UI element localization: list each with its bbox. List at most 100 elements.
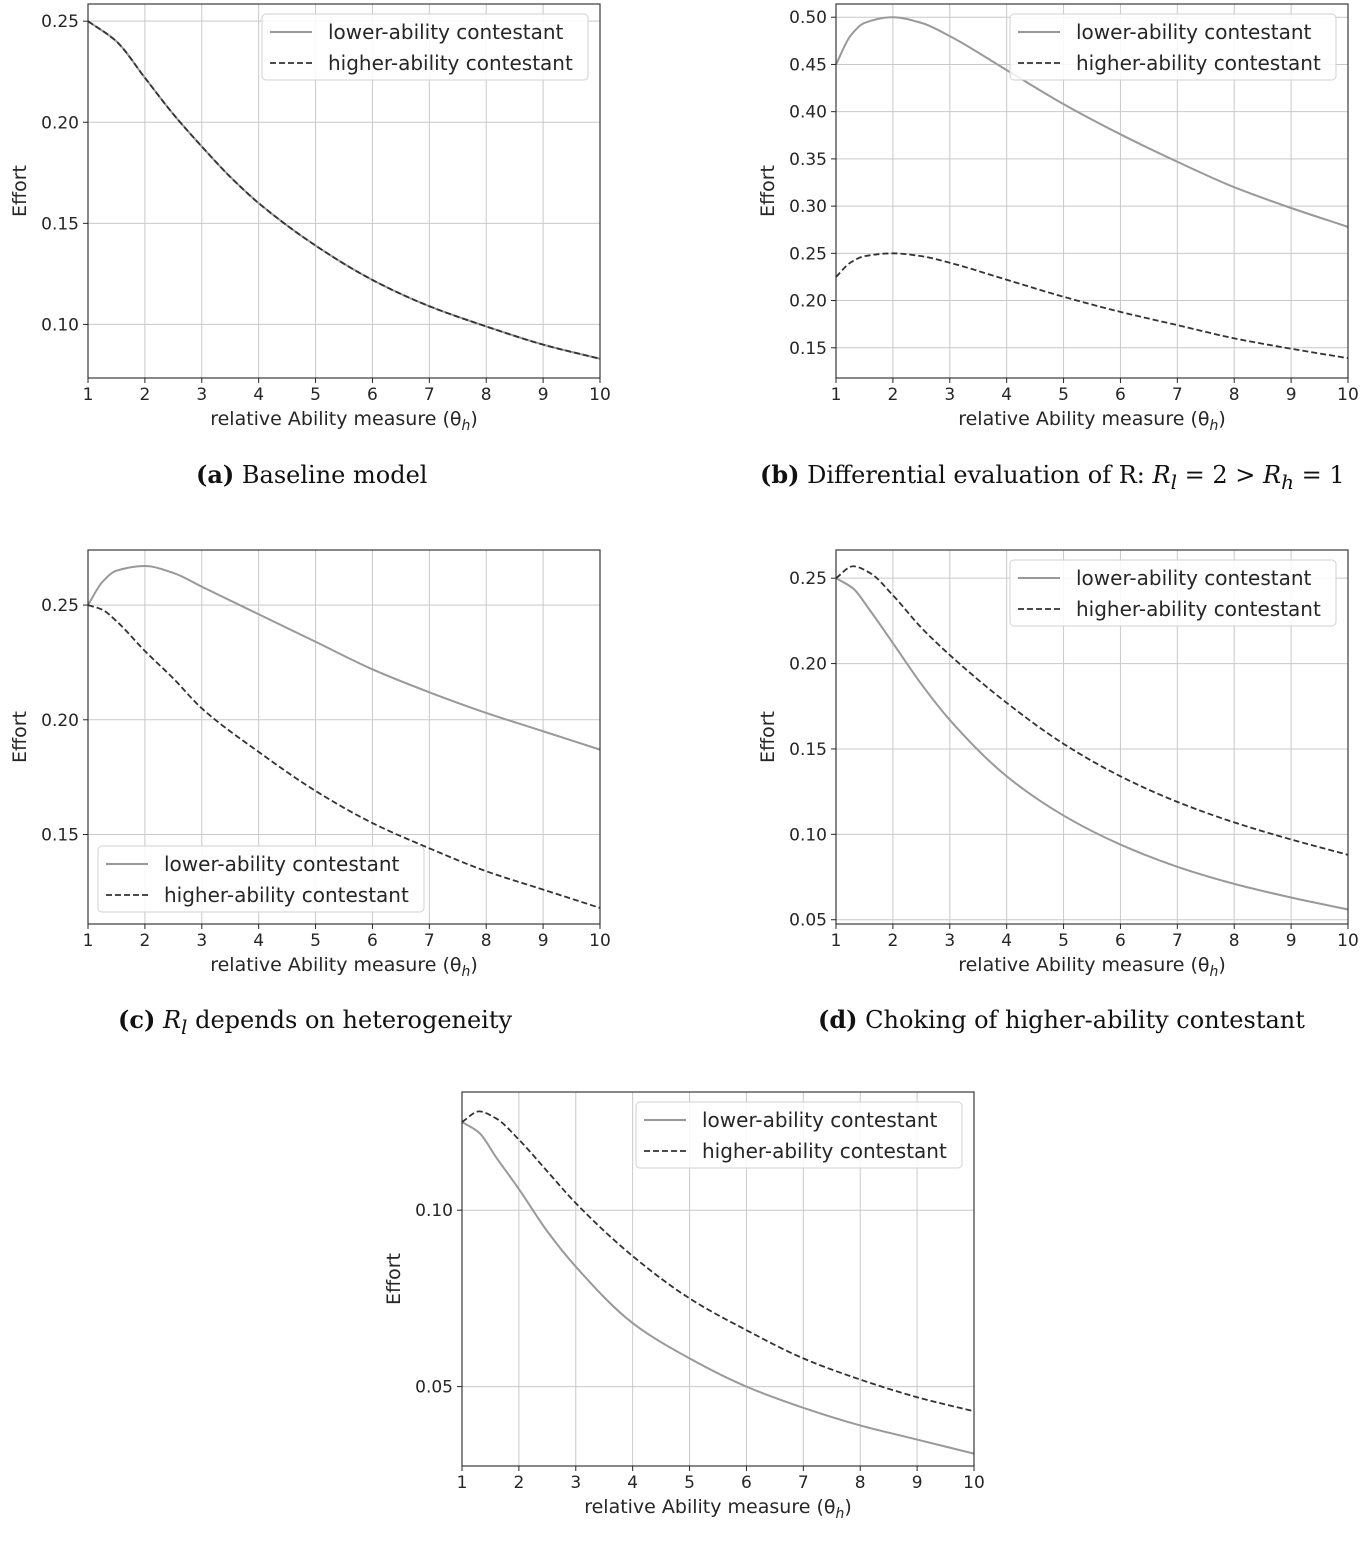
legend-label: higher-ability contestant [328,51,573,75]
caption-text: Differential evaluation of R: [807,461,1153,489]
series-line-lower [461,1121,975,1455]
y-tick-label: 0.10 [415,1201,453,1221]
chart-e: 1 2 3 4 5 6 7 8 9 10 0.05 0.10 relative Ability meas… [383,1091,985,1522]
x-tick-label: 1 [83,931,94,951]
x-tick-label: 4 [627,1473,638,1493]
series-line-higher [87,20,601,360]
x-tick-label: 8 [1229,931,1240,951]
legend-label: higher-ability contestant [1076,51,1321,75]
caption-c: (c) Rl depends on heterogeneity [118,1005,512,1039]
legend-box [261,13,589,81]
y-axis-label: Effort [757,165,779,217]
y-tick-label: 0.15 [41,826,79,846]
x-tick-label: 3 [944,931,955,951]
y-axis-label: Effort [383,1253,405,1305]
math-var: R [162,1006,182,1034]
plot-frame [835,549,1349,925]
x-axis-label: relative Ability measure (θh) [958,408,1226,434]
y-tick-label: 0.15 [41,214,79,234]
legend: lower-ability contestant higher-ability c… [1009,13,1337,81]
y-tick-label: 0.25 [789,569,827,589]
y-tick-label: 0.25 [41,12,79,32]
y-tick-label: 0.50 [789,8,827,28]
x-tick-label: 4 [1001,385,1012,405]
x-tick-label: 3 [570,1473,581,1493]
x-tick-label: 3 [944,385,955,405]
caption-tag: (d) [818,1005,858,1034]
x-tick-label: 5 [310,931,321,951]
x-tick-label: 6 [1115,385,1126,405]
x-tick-label: 9 [912,1473,923,1493]
x-tick-label: 7 [798,1473,809,1493]
x-axis-label: relative Ability measure (θh) [958,954,1226,980]
y-tick-label: 0.35 [789,150,827,170]
series-line-higher [835,252,1349,360]
x-tick-label: 3 [196,931,207,951]
series-line-higher [87,604,601,909]
series-line-lower [835,16,1349,228]
y-tick-label: 0.20 [789,655,827,675]
x-tick-label: 10 [1337,931,1359,951]
x-tick-label: 1 [83,385,94,405]
legend: lower-ability contestant higher-ability c… [97,845,425,913]
legend-label: lower-ability contestant [1076,566,1312,590]
y-axis-label: Effort [9,711,31,763]
x-tick-label: 10 [963,1473,985,1493]
x-tick-label: 6 [367,931,378,951]
x-axis-label: relative Ability measure (θh) [584,1496,852,1522]
y-axis-label: Effort [9,165,31,217]
legend-label: lower-ability contestant [702,1108,938,1132]
caption-b: (b) Differential evaluation of R: Rl = 2… [760,460,1345,494]
legend: lower-ability contestant higher-ability c… [1009,559,1337,627]
caption-d: (d) Choking of higher-ability contestant [818,1005,1305,1034]
caption-text: Baseline model [241,461,428,489]
x-tick-label: 10 [1337,385,1359,405]
legend-label: lower-ability contestant [1076,20,1312,44]
plot-frame [461,1091,975,1467]
y-tick-label: 0.10 [789,825,827,845]
x-tick-label: 6 [367,385,378,405]
plot-frame [87,549,601,925]
x-tick-label: 5 [1058,385,1069,405]
x-tick-label: 4 [1001,931,1012,951]
y-tick-label: 0.05 [789,911,827,931]
caption-a: (a) Baseline model [196,460,427,489]
math-sub: l [1170,469,1177,494]
x-tick-label: 4 [253,931,264,951]
x-tick-label: 9 [538,385,549,405]
y-tick-label: 0.25 [41,596,79,616]
x-tick-label: 1 [831,385,842,405]
chart-b: 1 2 3 4 5 6 7 8 9 10 0.15 0.20 0.25 0.30 0.35 0.40 0.45 0… [757,3,1359,434]
x-axis-label: relative Ability measure (θh) [210,954,478,980]
y-tick-label: 0.10 [41,315,79,335]
caption-tag: (c) [118,1005,156,1034]
legend-label: higher-ability contestant [1076,597,1321,621]
chart-c: 1 2 3 4 5 6 7 8 9 10 0.15 0.20 0.25 relative Ability … [9,549,611,980]
x-tick-label: 1 [457,1473,468,1493]
x-tick-label: 6 [1115,931,1126,951]
caption-tag: (b) [760,460,800,489]
legend-label: lower-ability contestant [328,20,564,44]
math-sub: h [1281,469,1294,494]
plot-frame [87,3,601,379]
x-axis-label: relative Ability measure (θh) [210,408,478,434]
plot-frame [835,3,1349,379]
legend-box [635,1101,963,1169]
math-var: R [1263,461,1282,489]
caption-text: depends on heterogeneity [195,1006,513,1034]
x-tick-label: 2 [513,1473,524,1493]
x-tick-label: 7 [424,931,435,951]
chart-d: 1 2 3 4 5 6 7 8 9 10 0.05 0.10 0.15 0.20 0.25 relative … [757,549,1359,980]
series-line-lower [835,577,1349,911]
caption-text: Choking of higher-ability contestant [865,1006,1305,1034]
legend-label: lower-ability contestant [164,852,400,876]
legend-label: higher-ability contestant [702,1139,947,1163]
y-tick-label: 0.20 [41,113,79,133]
x-tick-label: 9 [1286,931,1297,951]
series-line-higher [835,565,1349,856]
math-rel: = 1 [1293,461,1345,489]
caption-tag: (a) [196,460,235,489]
y-tick-label: 0.15 [789,339,827,359]
x-tick-label: 7 [1172,385,1183,405]
